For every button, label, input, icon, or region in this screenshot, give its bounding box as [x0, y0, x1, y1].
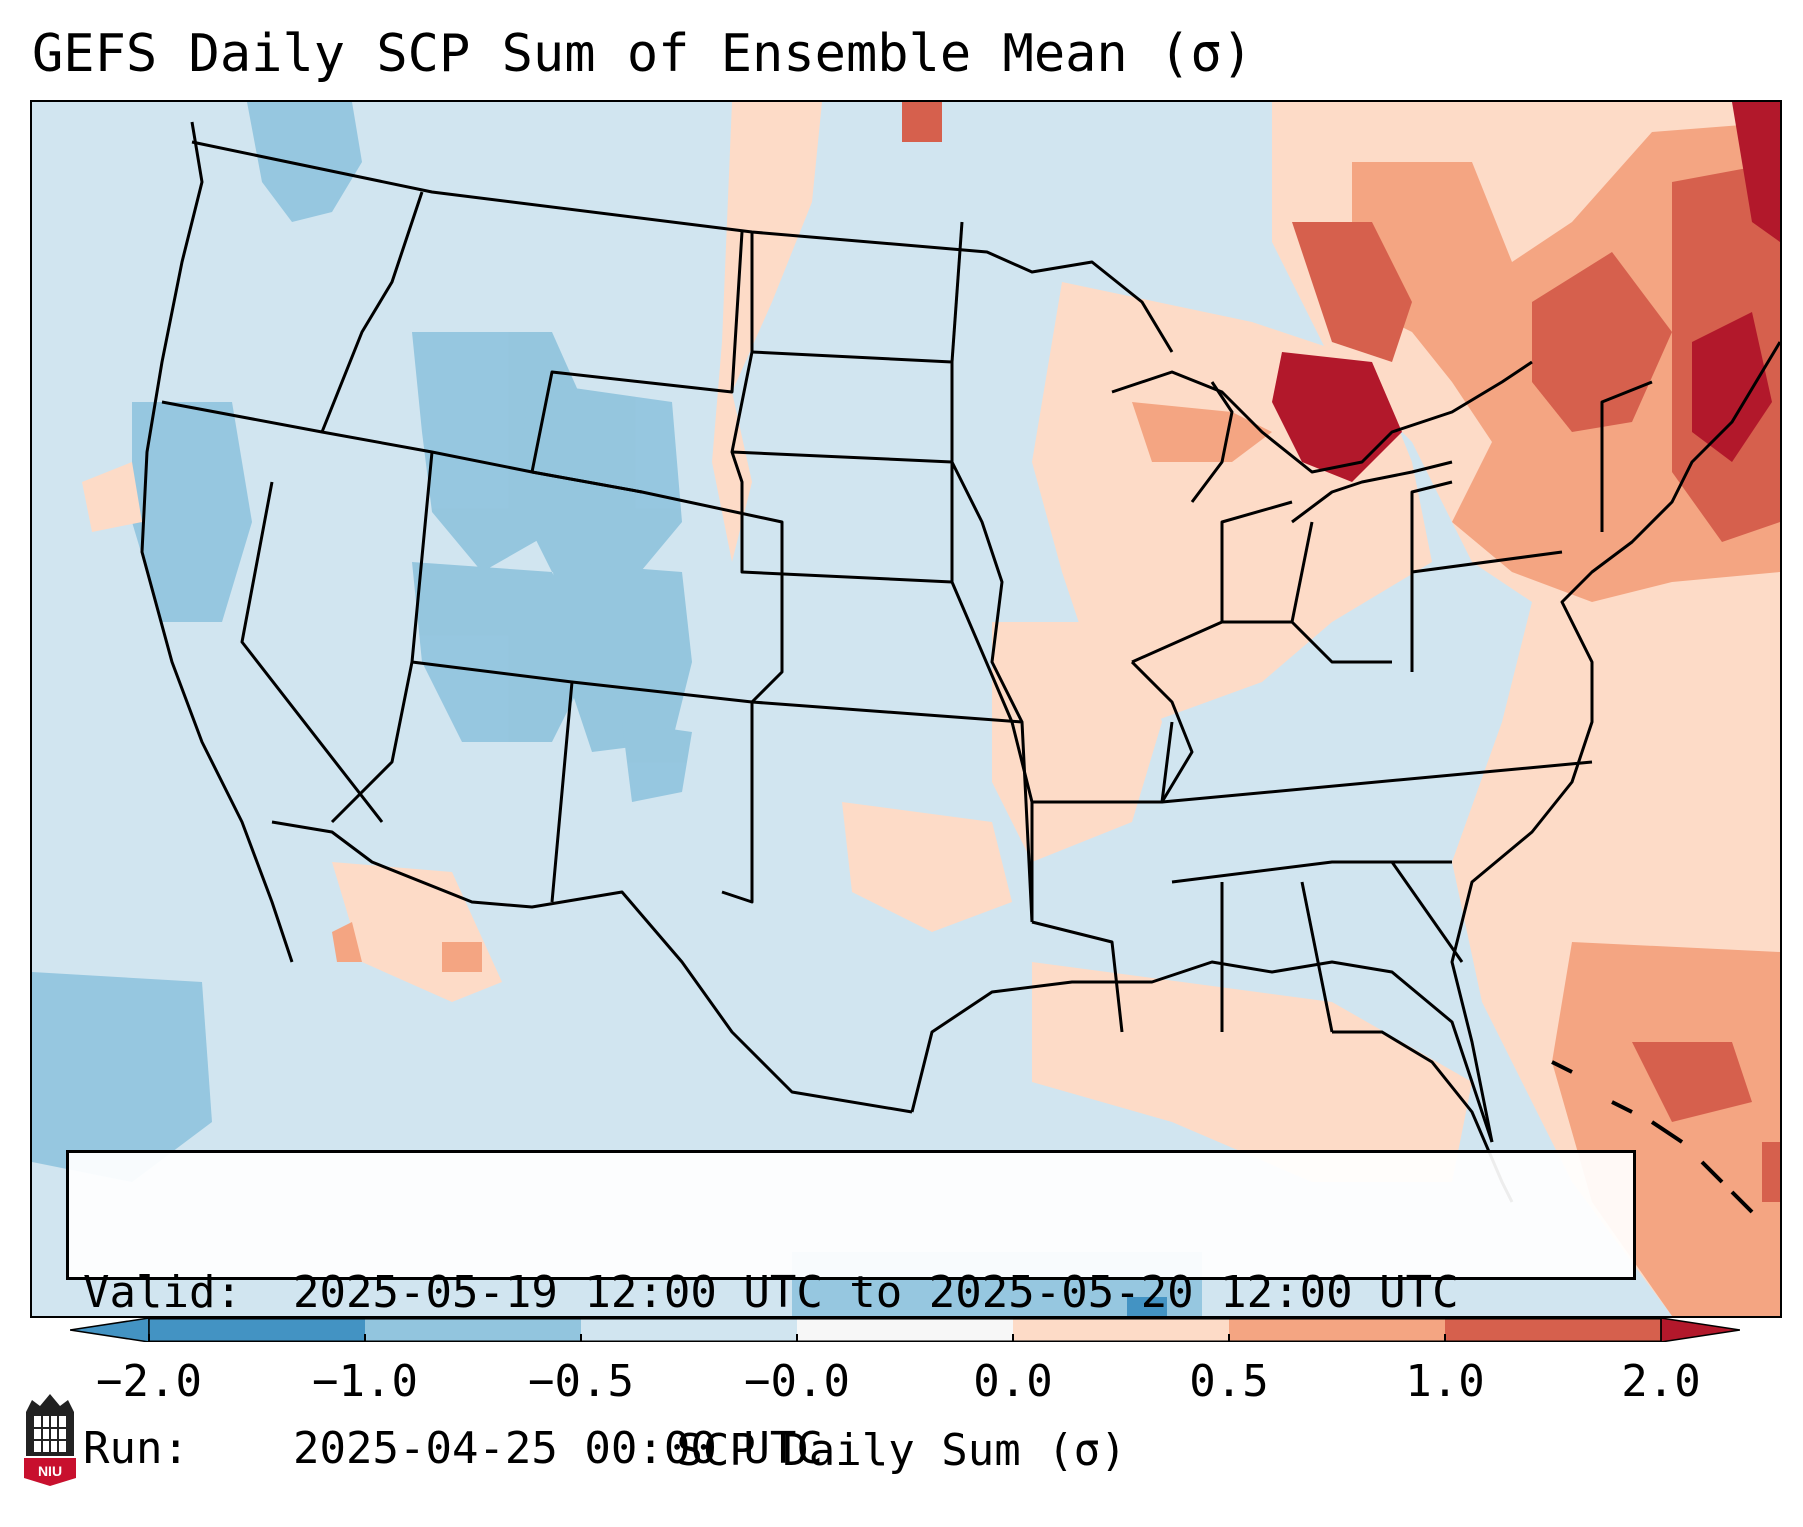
colorbar-tick-label: −0.5 — [528, 1356, 634, 1407]
caribbean-islands — [1551, 1060, 1754, 1214]
colorbar-tick-label: 1.0 — [1405, 1356, 1485, 1407]
strong-negative-anomaly — [1127, 1297, 1167, 1316]
logo-text: NIU — [38, 1463, 62, 1479]
colorbar-extend-max — [1660, 1318, 1740, 1342]
colorbar-segment — [149, 1318, 365, 1342]
valid-label: Valid: — [83, 1267, 242, 1318]
colorbar-tick-label: 2.0 — [1621, 1356, 1701, 1407]
colorbar-ticks: −2.0 −1.0 −0.5 −0.0 0.0 0.5 1.0 2.0 — [0, 1356, 1803, 1416]
colorbar-segment — [1013, 1318, 1229, 1342]
colorbar-tick-label: 0.0 — [973, 1356, 1053, 1407]
colorbar-label: SCP Daily Sum (σ) — [676, 1425, 1127, 1476]
valid-value: 2025-05-19 12:00 UTC to 2025-05-20 12:00… — [293, 1267, 1459, 1318]
colorbar-tick-label: −0.0 — [744, 1356, 850, 1407]
political-borders — [140, 121, 1780, 1143]
colorbar-segment — [365, 1318, 581, 1342]
colorbar-outline — [148, 1318, 1662, 1342]
map-canvas — [32, 102, 1780, 1316]
colorbar — [70, 1318, 1740, 1342]
run-value: 2025-04-25 00:00 UTC — [293, 1423, 823, 1474]
niu-logo-icon: NIU — [24, 1394, 76, 1486]
colorbar-segment — [1229, 1318, 1445, 1342]
map-panel — [30, 100, 1782, 1318]
colorbar-segment — [797, 1318, 1013, 1342]
valid-run-infobox: Valid: 2025-05-19 12:00 UTC to 2025-05-20… — [66, 1150, 1636, 1474]
colorbar-tick-label: 0.5 — [1189, 1356, 1269, 1407]
colorbar-tick-label: −2.0 — [96, 1356, 202, 1407]
map-title: GEFS Daily SCP Sum of Ensemble Mean (σ) — [32, 24, 1253, 84]
colorbar-segment — [1445, 1318, 1661, 1342]
colorbar-tick-label: −1.0 — [312, 1356, 418, 1407]
run-label: Run: — [83, 1423, 189, 1474]
colorbar-segment — [581, 1318, 797, 1342]
colorbar-extend-min — [70, 1318, 150, 1342]
very-strong-positive-anomaly — [1272, 102, 1780, 482]
